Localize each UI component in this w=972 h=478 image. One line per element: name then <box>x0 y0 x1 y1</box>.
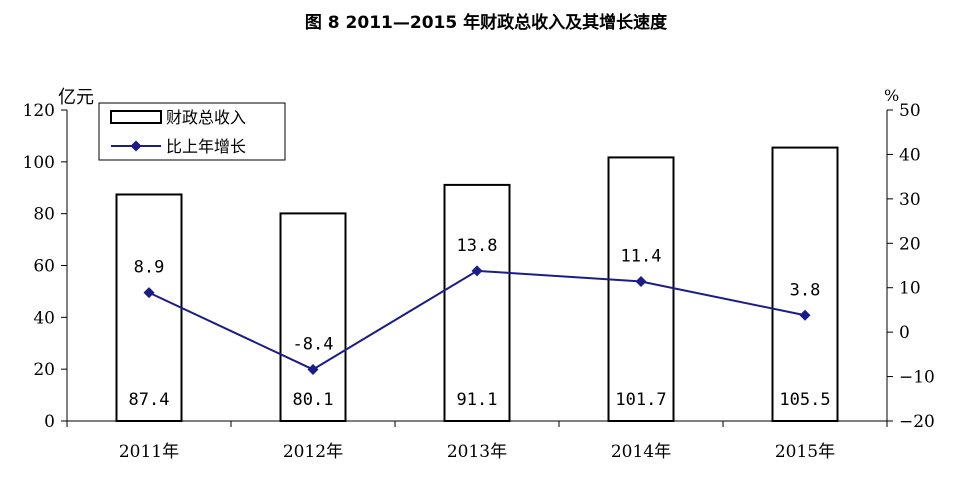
left-tick-label: 0 <box>44 412 55 432</box>
growth-point <box>799 309 811 321</box>
legend-bar-swatch <box>110 110 162 124</box>
growth-value-label: 13.8 <box>457 236 498 256</box>
right-tick-label: 40 <box>899 145 921 165</box>
left-tick-label: 120 <box>23 101 55 121</box>
bar-value-label: 105.5 <box>779 390 830 410</box>
x-tick-label: 2012年 <box>283 442 343 462</box>
bar-value-label: 101.7 <box>615 390 666 410</box>
right-tick-label: −20 <box>899 412 935 432</box>
x-tick-label: 2011年 <box>119 442 179 462</box>
x-tick-label: 2014年 <box>611 442 671 462</box>
right-tick-label: 10 <box>899 279 921 299</box>
left-axis-unit: 亿元 <box>58 87 94 108</box>
right-tick-label: 0 <box>899 323 910 343</box>
left-tick-label: 80 <box>33 205 55 225</box>
left-tick-label: 20 <box>33 360 55 380</box>
growth-value-label: 3.8 <box>790 280 821 300</box>
growth-point <box>635 275 647 287</box>
bar-value-label: 91.1 <box>457 390 498 410</box>
bar <box>443 183 511 422</box>
growth-point <box>471 265 483 277</box>
x-tick-label: 2015年 <box>775 442 835 462</box>
growth-line-series <box>143 265 811 375</box>
left-tick-label: 100 <box>23 153 55 173</box>
right-tick-label: 20 <box>899 234 921 254</box>
growth-value-label: -8.4 <box>293 334 334 354</box>
right-axis-unit: % <box>884 86 899 105</box>
growth-value-label: 8.9 <box>134 258 165 278</box>
bar-value-label: 80.1 <box>293 390 334 410</box>
bar <box>115 193 183 422</box>
legend-label-revenue: 财政总收入 <box>166 108 246 127</box>
bar-series <box>115 146 839 423</box>
data-labels: 87.4 80.1 91.1 101.7 105.5 8.9 -8.4 13.8 11.4 3.8 <box>129 236 831 410</box>
growth-value-label: 11.4 <box>621 246 662 266</box>
chart-title: 图 8 2011—2015 年财政总收入及其增长速度 <box>304 13 668 33</box>
growth-point <box>143 287 155 299</box>
right-tick-label: −10 <box>899 368 935 388</box>
bar <box>607 156 675 423</box>
legend-marker-swatch <box>130 140 142 152</box>
x-tick-label: 2013年 <box>447 442 507 462</box>
right-tick-label: 50 <box>899 101 921 121</box>
left-tick-label: 60 <box>33 257 55 277</box>
bar-value-label: 87.4 <box>129 390 170 410</box>
left-tick-label: 40 <box>33 308 55 328</box>
right-tick-label: 30 <box>899 190 921 210</box>
bar <box>279 212 347 422</box>
legend-label-growth: 比上年增长 <box>166 137 246 156</box>
growth-point <box>307 363 319 375</box>
